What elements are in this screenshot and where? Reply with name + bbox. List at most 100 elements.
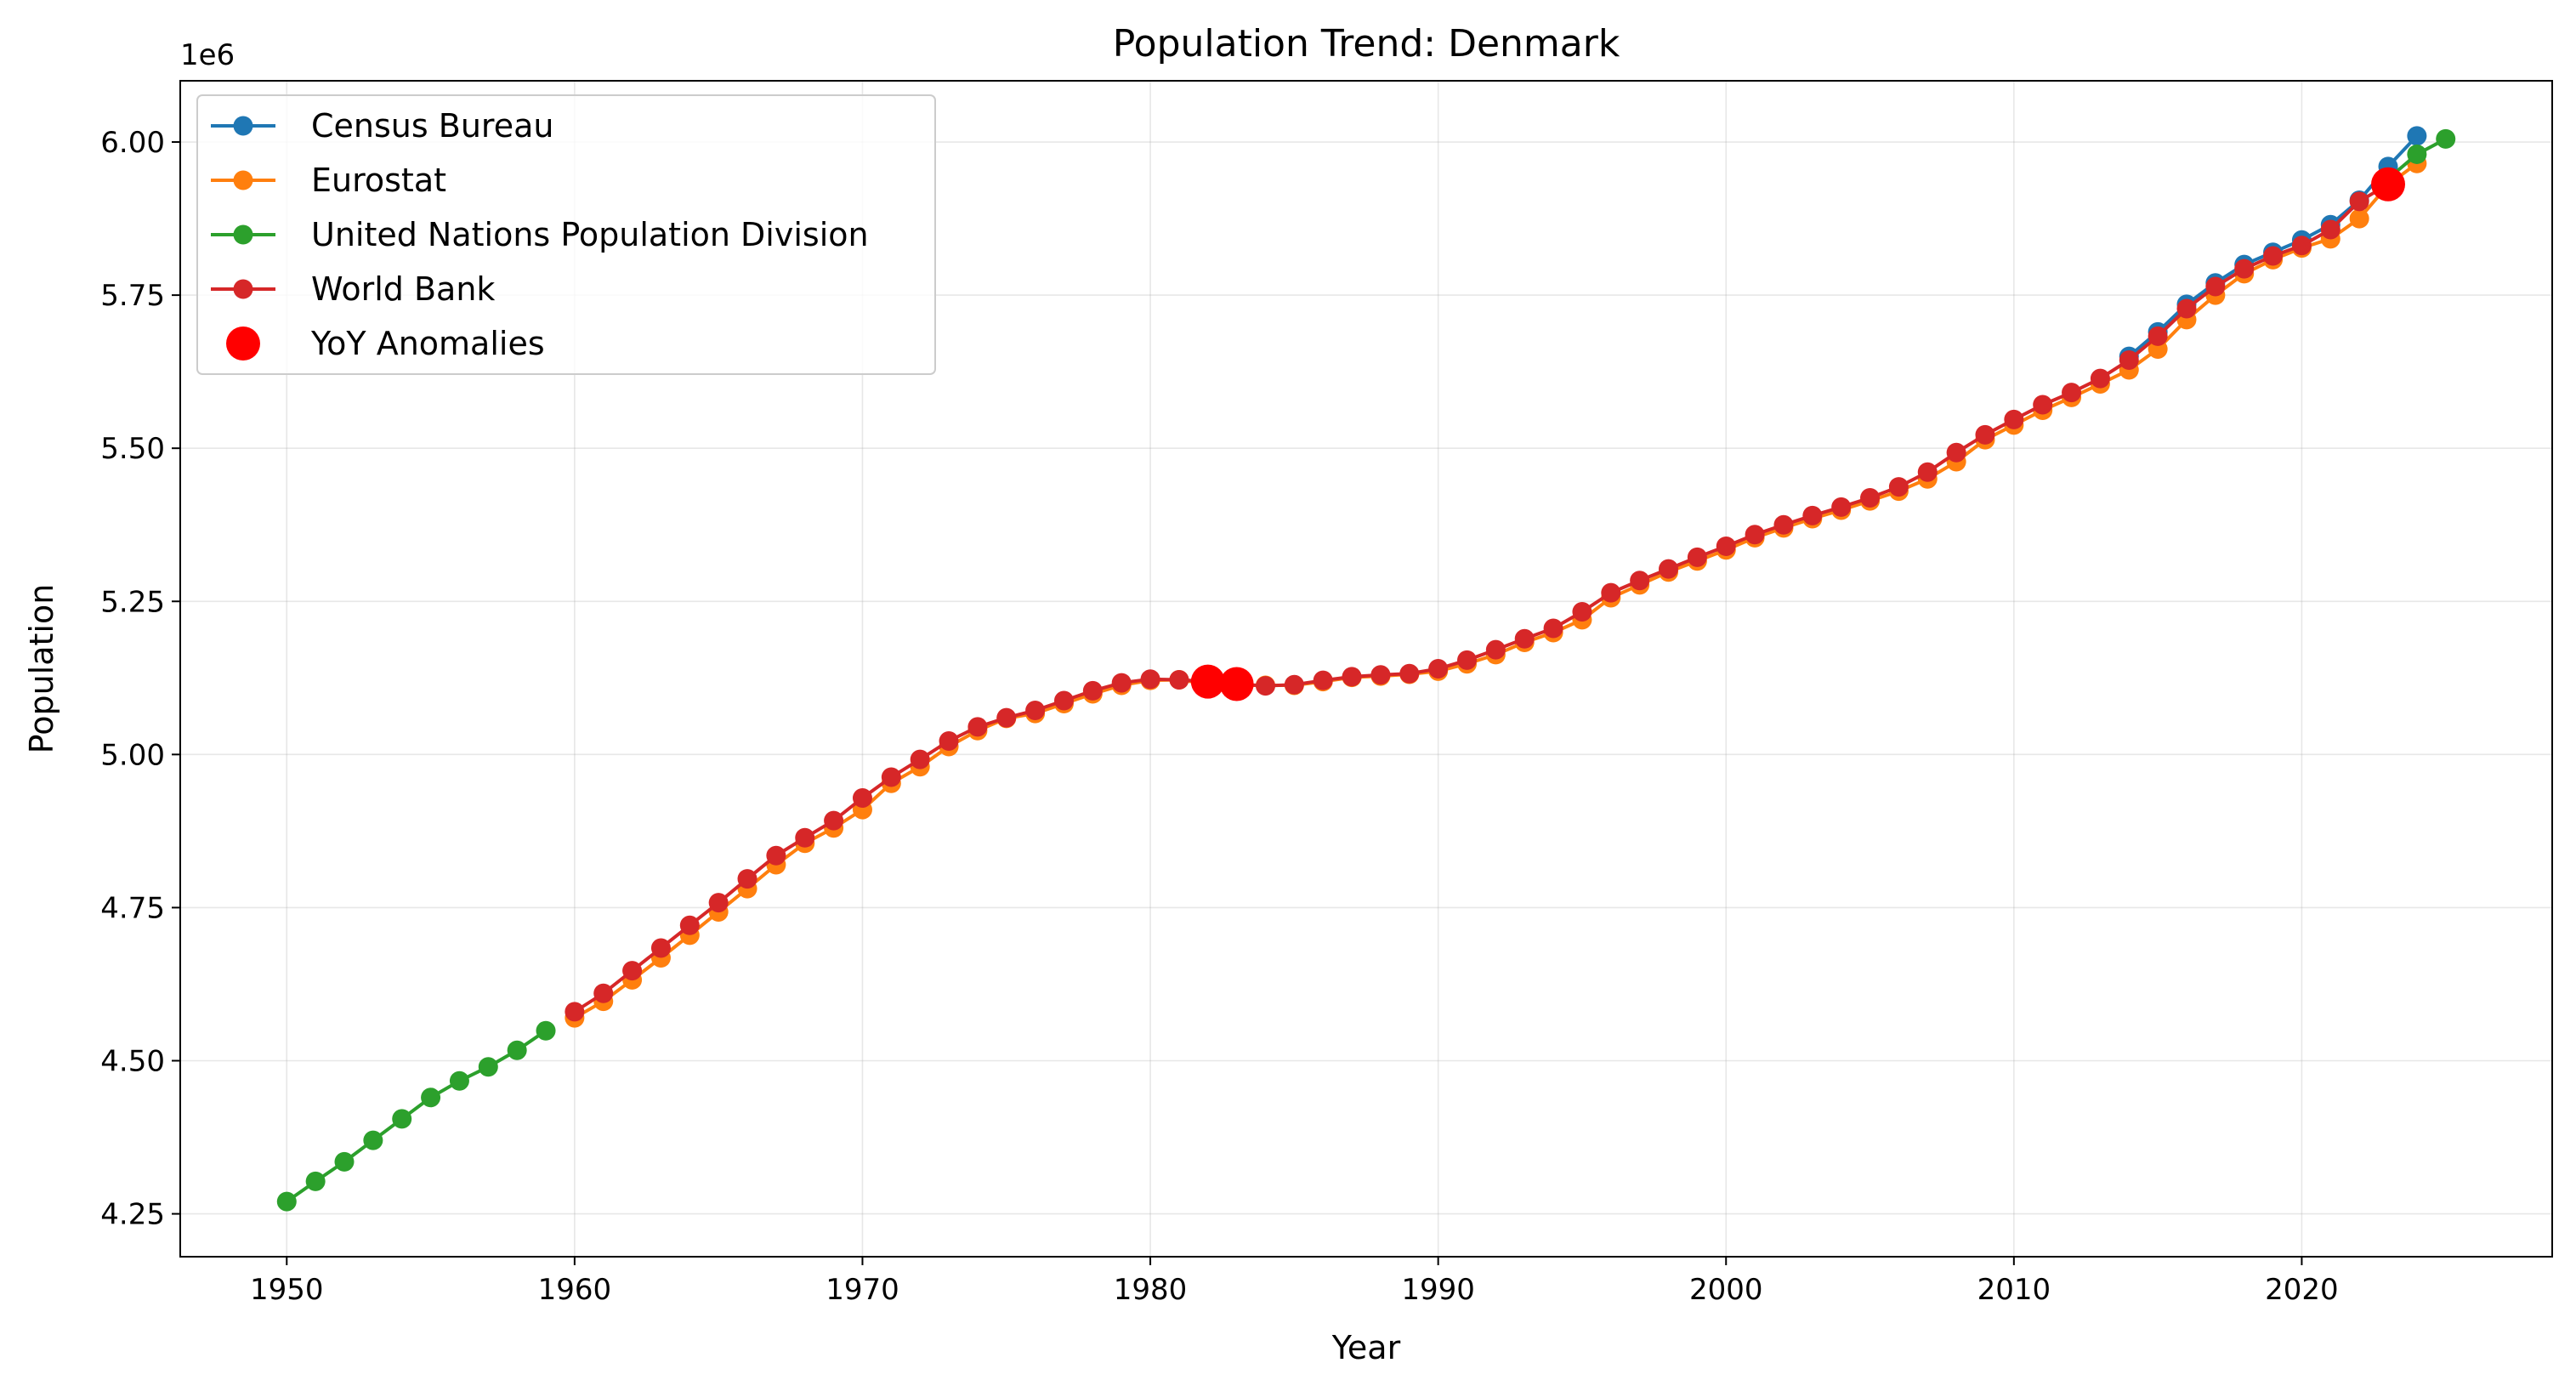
data-point (1457, 650, 1478, 670)
data-point (910, 749, 930, 769)
legend-item: Eurostat (211, 162, 446, 199)
legend-marker-swatch (226, 327, 260, 361)
x-tick-label: 1990 (1401, 1273, 1475, 1307)
data-point (967, 717, 988, 737)
data-point (1572, 602, 1592, 622)
data-point (1543, 618, 1563, 639)
y-tick-label: 5.25 (100, 585, 165, 619)
data-point (392, 1109, 412, 1129)
data-point (2436, 128, 2456, 149)
data-point (363, 1130, 383, 1150)
data-point (449, 1070, 469, 1091)
data-point (421, 1088, 441, 1108)
data-point (1630, 571, 1650, 591)
data-point (2234, 258, 2255, 279)
x-tick-label: 1980 (1114, 1273, 1188, 1307)
legend-label: World Bank (311, 270, 495, 308)
data-point (1745, 525, 1765, 545)
data-point (2291, 236, 2312, 256)
data-point (795, 827, 815, 848)
data-point (1111, 673, 1132, 693)
data-point (2263, 246, 2284, 266)
data-point (1370, 665, 1391, 685)
data-point (478, 1057, 498, 1077)
series-group (276, 126, 2456, 1212)
y-axis-offset-label: 1e6 (180, 38, 235, 72)
data-point (1140, 669, 1160, 690)
data-point (276, 1191, 297, 1212)
legend-box (196, 94, 936, 375)
data-point (536, 1020, 556, 1041)
data-point (1687, 547, 1707, 567)
x-tick-label: 1970 (826, 1273, 899, 1307)
y-tick-label: 6.00 (100, 126, 165, 160)
data-point (766, 845, 786, 866)
y-axis-label: Population (23, 584, 60, 754)
anomaly-marker (2371, 167, 2406, 202)
data-point (881, 767, 901, 787)
data-point (565, 1002, 585, 1022)
data-point (507, 1040, 527, 1060)
x-tick-label: 1960 (538, 1273, 612, 1307)
axis-ticks: 1950 1960 1970 1980 1990 2000 2010 2020 4.25 4.50… (100, 126, 2338, 1307)
data-point (1082, 680, 1103, 701)
data-point (2119, 349, 2139, 370)
series-world-bank (565, 174, 2398, 1022)
legend: Census Bureau Eurostat United Nations Popu… (196, 94, 936, 375)
data-point (2148, 326, 2168, 346)
legend-marker-swatch (233, 170, 253, 190)
data-point (622, 961, 643, 981)
data-point (1255, 676, 1275, 696)
data-point (1485, 639, 1506, 660)
data-point (1169, 669, 1189, 690)
legend-marker-swatch (233, 279, 253, 299)
data-point (1428, 659, 1449, 679)
data-point (1946, 442, 1966, 463)
x-tick-label: 2000 (1689, 1273, 1763, 1307)
x-axis-label: Year (1331, 1329, 1401, 1366)
data-point (1716, 536, 1736, 556)
chart-title: Population Trend: Denmark (1113, 22, 1620, 65)
legend-label: Census Bureau (311, 107, 553, 145)
data-point (1313, 670, 1333, 690)
x-tick-label: 2010 (1977, 1273, 2051, 1307)
series-line (286, 1029, 548, 1203)
legend-label: Eurostat (311, 162, 446, 199)
data-point (1831, 497, 1852, 517)
data-point (852, 787, 872, 808)
data-point (2407, 126, 2427, 146)
data-point (996, 707, 1017, 728)
data-point (2033, 395, 2053, 415)
data-point (1514, 628, 1535, 649)
data-point (1399, 663, 1420, 684)
legend-item: World Bank (211, 270, 495, 308)
data-point (1802, 505, 1823, 525)
data-point (737, 869, 757, 889)
data-point (2090, 368, 2110, 389)
data-point (1917, 462, 1938, 482)
legend-label: YoY Anomalies (310, 325, 545, 362)
legend-item: YoY Anomalies (226, 325, 545, 362)
data-point (939, 730, 959, 751)
legend-marker-swatch (233, 224, 253, 245)
data-point (2205, 276, 2226, 297)
anomaly-group (1190, 167, 2406, 701)
data-point (1601, 582, 1621, 603)
legend-marker-swatch (233, 116, 253, 136)
data-point (334, 1151, 355, 1172)
series-line (573, 183, 2390, 1014)
data-point (2176, 298, 2197, 319)
data-point (708, 893, 729, 913)
y-tick-label: 5.75 (100, 279, 165, 313)
data-point (2349, 191, 2369, 212)
plot-frame (179, 80, 2553, 1258)
data-point (2004, 409, 2024, 429)
legend-label: United Nations Population Division (311, 216, 869, 253)
x-tick-label: 1950 (250, 1273, 324, 1307)
y-tick-label: 4.25 (100, 1198, 165, 1232)
y-tick-label: 5.00 (100, 738, 165, 772)
y-tick-label: 4.50 (100, 1045, 165, 1079)
data-point (2407, 144, 2427, 164)
y-tick-label: 5.50 (100, 432, 165, 466)
data-point (1025, 700, 1046, 720)
